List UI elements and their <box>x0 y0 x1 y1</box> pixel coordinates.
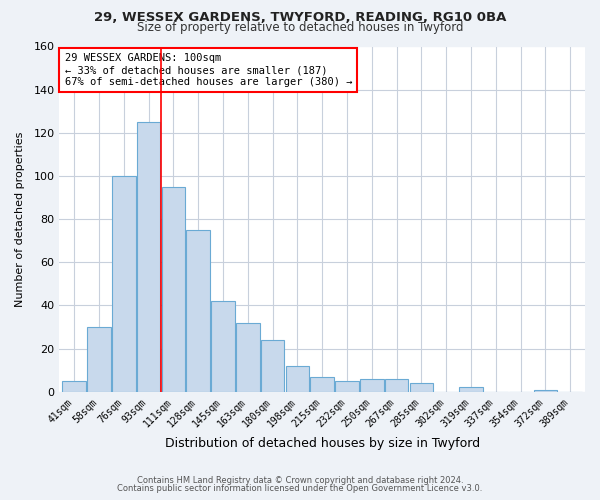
Text: Contains public sector information licensed under the Open Government Licence v3: Contains public sector information licen… <box>118 484 482 493</box>
Bar <box>236 322 260 392</box>
Bar <box>211 301 235 392</box>
Bar <box>335 381 359 392</box>
Bar <box>286 366 309 392</box>
Bar <box>161 187 185 392</box>
Bar <box>62 381 86 392</box>
Y-axis label: Number of detached properties: Number of detached properties <box>15 132 25 307</box>
Text: 29 WESSEX GARDENS: 100sqm
← 33% of detached houses are smaller (187)
67% of semi: 29 WESSEX GARDENS: 100sqm ← 33% of detac… <box>65 54 352 86</box>
Bar <box>360 379 383 392</box>
Bar <box>261 340 284 392</box>
Bar <box>410 383 433 392</box>
Bar <box>533 390 557 392</box>
X-axis label: Distribution of detached houses by size in Twyford: Distribution of detached houses by size … <box>164 437 480 450</box>
Text: 29, WESSEX GARDENS, TWYFORD, READING, RG10 0BA: 29, WESSEX GARDENS, TWYFORD, READING, RG… <box>94 11 506 24</box>
Bar <box>310 376 334 392</box>
Bar <box>385 379 409 392</box>
Bar <box>112 176 136 392</box>
Bar <box>187 230 210 392</box>
Bar <box>137 122 160 392</box>
Bar <box>87 327 111 392</box>
Bar <box>459 388 483 392</box>
Text: Size of property relative to detached houses in Twyford: Size of property relative to detached ho… <box>137 21 463 34</box>
Text: Contains HM Land Registry data © Crown copyright and database right 2024.: Contains HM Land Registry data © Crown c… <box>137 476 463 485</box>
